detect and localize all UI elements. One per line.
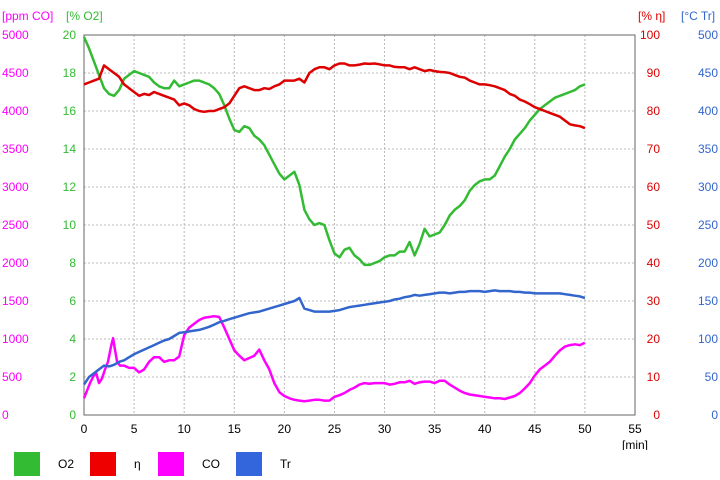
legend-swatch-eta (90, 452, 116, 476)
eta-tick-label: 100 (640, 28, 660, 42)
x-tick-label: 15 (228, 422, 242, 436)
eta-tick-label: 0 (653, 408, 660, 422)
x-tick-label: 30 (378, 422, 392, 436)
o2-tick-label: 12 (63, 180, 77, 194)
tr-tick-label: 100 (698, 332, 718, 346)
tr-tick-label: 400 (698, 104, 718, 118)
tick-labels: 0 5 10 15 20 25 30 35 40 45 50 55[min]0500100015002… (2, 9, 718, 450)
co-tick-label: 2000 (2, 256, 29, 270)
x-tick-label: 45 (528, 422, 542, 436)
tr-tick-label: 450 (698, 66, 718, 80)
combustion-chart: 0 5 10 15 20 25 30 35 40 45 50 55[min]0500100015002… (2, 9, 718, 450)
o2-tick-label: 4 (69, 332, 76, 346)
tr-axis-title: [°C Tr] (681, 9, 715, 23)
legend-label-tr: Tr (280, 457, 291, 471)
o2-tick-label: 16 (63, 104, 77, 118)
legend-label-co: CO (202, 457, 220, 471)
co-tick-label: 0 (2, 408, 9, 422)
plot-frame (83, 34, 636, 416)
series-group (82, 36, 586, 403)
x-tick-label: 35 (428, 422, 442, 436)
tr-tick-label: 0 (711, 408, 718, 422)
o2-tick-label: 0 (69, 408, 76, 422)
x-tick-label: 10 (178, 422, 192, 436)
co-tick-label: 2500 (2, 218, 29, 232)
co-axis-title: [ppm CO] (2, 9, 53, 23)
tr-tick-label: 350 (698, 142, 718, 156)
co-tick-label: 5000 (2, 28, 29, 42)
eta-tick-label: 20 (647, 332, 661, 346)
tr-tick-label: 150 (698, 294, 718, 308)
co-tick-label: 1500 (2, 294, 29, 308)
legend-swatch-tr (236, 452, 262, 476)
legend-swatch-o2 (14, 452, 40, 476)
tr-tick-label: 50 (705, 370, 719, 384)
co-tick-label: 4000 (2, 104, 29, 118)
o2-tick-label: 2 (69, 370, 76, 384)
series-line-co (82, 314, 586, 403)
co-tick-label: 500 (2, 370, 22, 384)
eta-tick-label: 10 (647, 370, 661, 384)
o2-axis-title: [% O2] (66, 9, 103, 23)
o2-tick-label: 10 (63, 218, 77, 232)
series-line-tr (82, 289, 586, 386)
o2-tick-label: 20 (63, 28, 77, 42)
x-axis-unit-label: [min] (622, 438, 648, 450)
eta-axis-title: [% η] (638, 9, 665, 23)
o2-tick-label: 14 (63, 142, 77, 156)
x-tick-label: 25 (328, 422, 342, 436)
series-line-eta (83, 62, 586, 130)
axes (83, 34, 636, 416)
eta-tick-label: 50 (647, 218, 661, 232)
legend-label-o2: O2 (58, 457, 75, 471)
co-tick-label: 3000 (2, 180, 29, 194)
x-tick-label: 5 (131, 422, 138, 436)
x-tick-label: 0 (81, 422, 88, 436)
legend: O2 η CO Tr (0, 452, 720, 476)
eta-tick-label: 30 (647, 294, 661, 308)
x-tick-label: 55 (628, 422, 642, 436)
legend-swatch-co (158, 452, 184, 476)
x-tick-label: 40 (478, 422, 492, 436)
x-tick-label: 50 (578, 422, 592, 436)
series-line-o2 (82, 36, 586, 267)
o2-tick-label: 8 (69, 256, 76, 270)
eta-tick-label: 80 (647, 104, 661, 118)
co-tick-label: 3500 (2, 142, 29, 156)
o2-tick-label: 6 (69, 294, 76, 308)
co-tick-label: 4500 (2, 66, 29, 80)
eta-tick-label: 60 (647, 180, 661, 194)
tr-tick-label: 200 (698, 256, 718, 270)
eta-tick-label: 70 (647, 142, 661, 156)
tr-tick-label: 300 (698, 180, 718, 194)
legend-label-eta: η (134, 457, 141, 471)
eta-tick-label: 40 (647, 256, 661, 270)
tr-tick-label: 250 (698, 218, 718, 232)
tr-tick-label: 500 (698, 28, 718, 42)
plot-area (84, 35, 635, 415)
x-tick-label: 20 (278, 422, 292, 436)
o2-tick-label: 18 (63, 66, 77, 80)
co-tick-label: 1000 (2, 332, 29, 346)
eta-tick-label: 90 (647, 66, 661, 80)
